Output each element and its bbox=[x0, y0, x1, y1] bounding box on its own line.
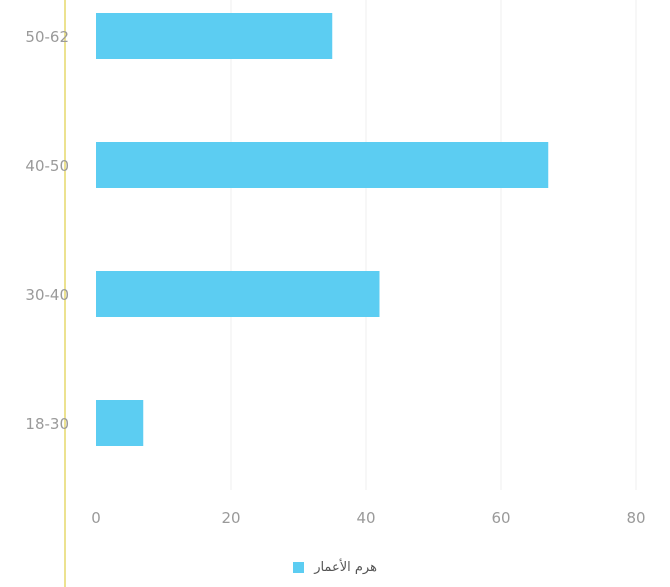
x-tick-label: 80 bbox=[626, 509, 645, 527]
y-tick-label: 50-62 bbox=[25, 28, 69, 46]
y-tick-label: 18-30 bbox=[25, 415, 69, 433]
bar bbox=[96, 13, 333, 59]
y-tick-label: 40-50 bbox=[25, 157, 69, 175]
x-tick-label: 40 bbox=[356, 509, 375, 527]
x-tick-label: 0 bbox=[91, 509, 101, 527]
x-tick-label: 20 bbox=[221, 509, 240, 527]
legend-swatch bbox=[293, 562, 305, 573]
legend: هرم الأعمار bbox=[0, 560, 670, 575]
y-tick-label: 30-40 bbox=[25, 286, 69, 304]
bar bbox=[96, 271, 380, 317]
bar bbox=[96, 400, 144, 446]
x-tick-label: 60 bbox=[491, 509, 510, 527]
legend-label: هرم الأعمار bbox=[314, 560, 377, 575]
bar bbox=[96, 142, 549, 188]
